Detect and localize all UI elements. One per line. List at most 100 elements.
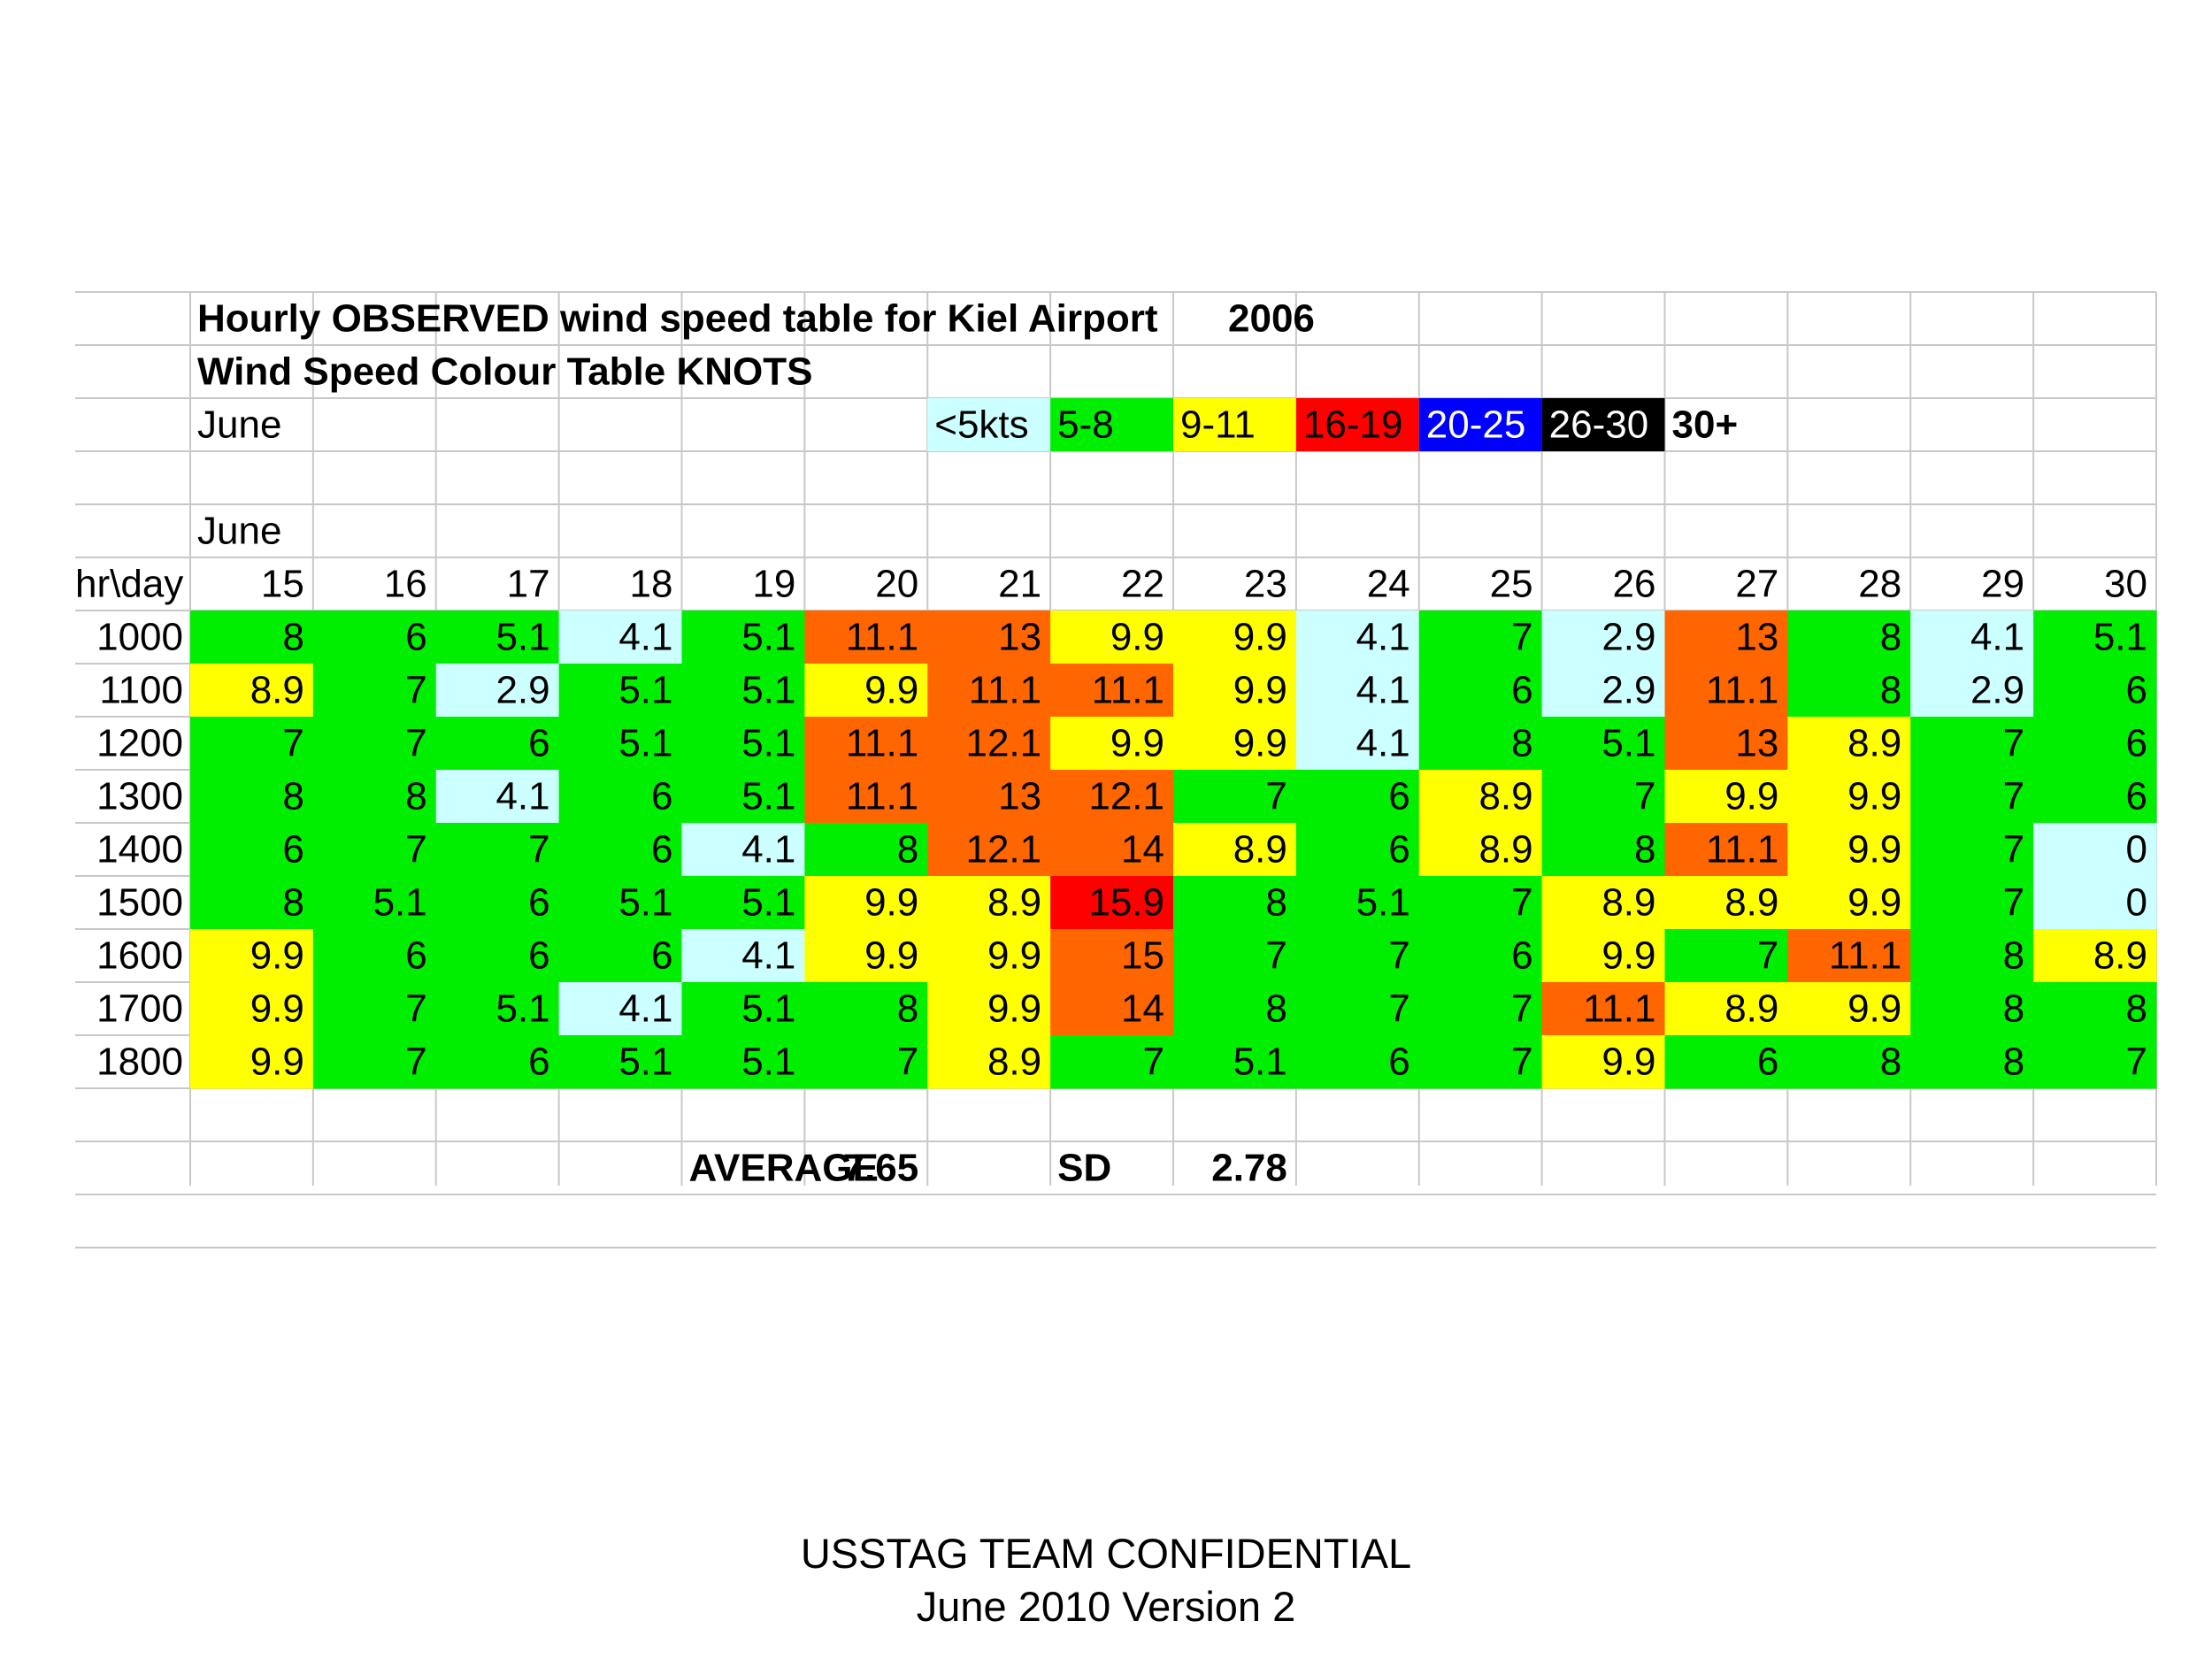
heatmap-cell bbox=[1787, 929, 1911, 983]
heatmap-cell bbox=[804, 770, 928, 824]
cell-value: 4.1 bbox=[1356, 722, 1410, 765]
cell-value: 11.1 bbox=[1583, 987, 1655, 1031]
sheet-text: Hourly OBSERVED wind speed table for Kie… bbox=[75, 297, 2147, 1190]
heatmap-cell bbox=[1418, 611, 1543, 664]
heatmap-cell bbox=[558, 770, 682, 824]
heatmap-cell bbox=[1541, 664, 1665, 718]
day-header: 24 bbox=[1367, 563, 1410, 606]
cell-value: 7 bbox=[405, 828, 426, 872]
cell-value: 6 bbox=[1511, 669, 1532, 712]
day-header: 26 bbox=[1613, 563, 1656, 606]
heatmap-cell bbox=[1295, 770, 1420, 824]
cell-value: 8 bbox=[1880, 1041, 1901, 1084]
heatmap-cell bbox=[558, 1035, 682, 1089]
cell-value: 7 bbox=[2003, 828, 2024, 872]
cell-value: 6 bbox=[1388, 828, 1409, 872]
heatmap-cell bbox=[927, 823, 1051, 877]
cell-value: 11.1 bbox=[846, 616, 918, 659]
version-footer: June 2010 Version 2 bbox=[916, 1583, 1296, 1630]
heatmap-cell bbox=[1173, 717, 1297, 771]
heatmap-cell bbox=[1541, 717, 1665, 771]
cell-value: 7 bbox=[1388, 987, 1409, 1031]
heatmap-cell bbox=[435, 717, 560, 771]
cell-value: 5.1 bbox=[741, 987, 795, 1031]
cell-value: 2.9 bbox=[1970, 669, 2024, 712]
heatmap-cell bbox=[1295, 717, 1420, 771]
heatmap-cell bbox=[927, 929, 1051, 983]
heatmap-cell bbox=[1787, 982, 1911, 1036]
cell-value: 9.9 bbox=[1724, 775, 1778, 818]
cell-value: 8 bbox=[1634, 828, 1655, 872]
day-header: 25 bbox=[1490, 563, 1533, 606]
heatmap-cell bbox=[312, 770, 437, 824]
legend-label: 5-8 bbox=[1057, 403, 1114, 447]
cell-value: 11.1 bbox=[846, 775, 918, 818]
cell-value: 5.1 bbox=[741, 722, 795, 765]
heatmap-cell bbox=[927, 611, 1051, 664]
legend-swatch bbox=[1295, 398, 1419, 451]
heatmap-cell bbox=[804, 664, 928, 718]
heatmap-cell bbox=[435, 664, 560, 718]
cell-value: 4.1 bbox=[1970, 616, 2024, 659]
heatmap-cell bbox=[1910, 929, 2034, 983]
heatmap-cell bbox=[435, 823, 560, 877]
heatmap-cell bbox=[1418, 770, 1543, 824]
heatmap-cell bbox=[1910, 611, 2034, 664]
cell-value: 7 bbox=[1511, 987, 1532, 1031]
cell-value: 2.9 bbox=[495, 669, 549, 712]
heatmap-cell bbox=[1787, 611, 1911, 664]
heatmap-cell bbox=[1787, 1035, 1911, 1089]
heatmap-cell bbox=[1050, 1035, 1174, 1089]
cell-value: 5.1 bbox=[741, 669, 795, 712]
cell-value: 7 bbox=[1511, 616, 1532, 659]
cell-value: 6 bbox=[282, 828, 303, 872]
cell-value: 13 bbox=[998, 616, 1041, 659]
hour-label: 1700 bbox=[96, 987, 183, 1031]
cell-value: 0 bbox=[2126, 881, 2147, 925]
day-header: 27 bbox=[1735, 563, 1778, 606]
cell-value: 7 bbox=[1143, 1041, 1164, 1084]
heatmap-cell bbox=[558, 664, 682, 718]
table-year: 2006 bbox=[1228, 297, 1315, 341]
heatmap-cell bbox=[1541, 982, 1665, 1036]
heatmap-cell bbox=[1295, 823, 1420, 877]
heatmap-cell bbox=[1173, 876, 1297, 930]
sd-value: 2.78 bbox=[1211, 1147, 1287, 1190]
heatmap-cell bbox=[190, 664, 314, 718]
cell-value: 11.1 bbox=[1706, 828, 1778, 872]
day-header: 28 bbox=[1858, 563, 1901, 606]
heatmap-cell bbox=[1050, 770, 1174, 824]
cell-value: 5.1 bbox=[741, 775, 795, 818]
cell-value: 7 bbox=[2126, 1041, 2147, 1084]
cell-value: 8 bbox=[1265, 987, 1286, 1031]
heatmap-cell bbox=[1787, 823, 1911, 877]
heatmap-cell bbox=[435, 1035, 560, 1089]
heatmap-cell bbox=[1050, 982, 1174, 1036]
hour-label: 1800 bbox=[96, 1041, 183, 1084]
day-header: 18 bbox=[630, 563, 673, 606]
cell-value: 9.9 bbox=[1847, 775, 1901, 818]
legend-swatch bbox=[1541, 398, 1665, 451]
heatmap-cell bbox=[558, 823, 682, 877]
cell-value: 7 bbox=[405, 669, 426, 712]
heatmap-cell bbox=[1173, 823, 1297, 877]
cell-value: 12.1 bbox=[965, 722, 1041, 765]
heatmap-cell bbox=[1541, 876, 1665, 930]
cell-value: 8 bbox=[282, 881, 303, 925]
heatmap-cell bbox=[804, 876, 928, 930]
heatmap-cell bbox=[190, 717, 314, 771]
heatmap-cell bbox=[1787, 770, 1911, 824]
heatmap-cell bbox=[681, 664, 805, 718]
cell-value: 9.9 bbox=[1601, 934, 1655, 978]
heatmap-cell bbox=[1173, 929, 1297, 983]
heatmap-cell bbox=[190, 876, 314, 930]
heatmap-cell bbox=[1664, 876, 1788, 930]
cell-value: 9.9 bbox=[1233, 669, 1287, 712]
heatmap-cell bbox=[1418, 664, 1543, 718]
cell-value: 5.1 bbox=[618, 669, 672, 712]
cell-value: 8.9 bbox=[1724, 987, 1778, 1031]
cell-value: 7 bbox=[2003, 775, 2024, 818]
heatmap-cell bbox=[1664, 823, 1788, 877]
cell-value: 15.9 bbox=[1088, 881, 1164, 925]
